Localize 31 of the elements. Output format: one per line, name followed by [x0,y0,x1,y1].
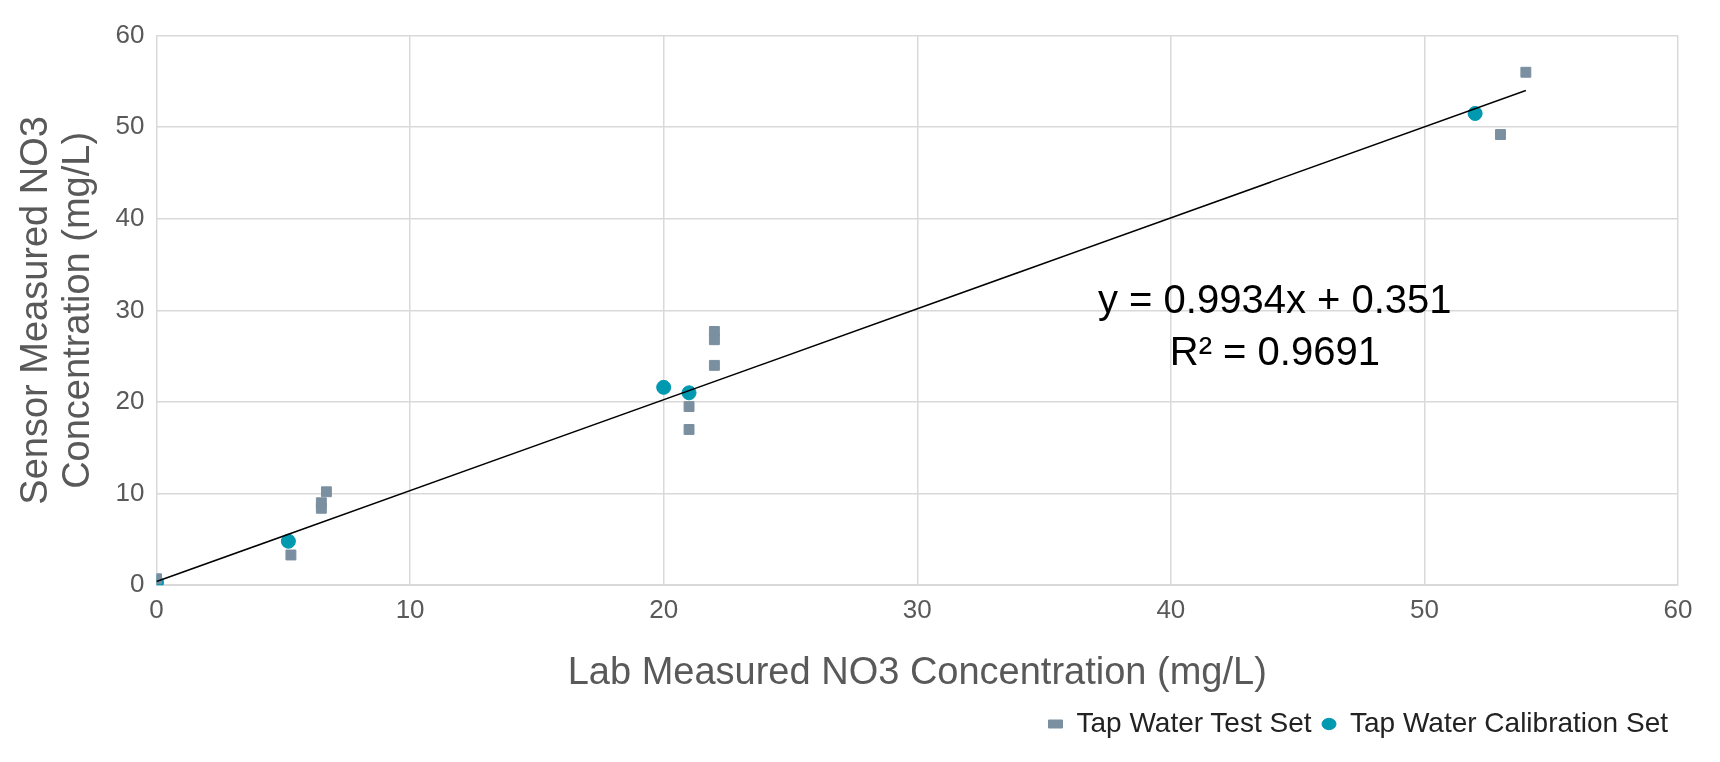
x-axis-title: Lab Measured NO3 Concentration (mg/L) [567,649,1267,692]
x-tick-label: 10 [395,593,425,624]
y-tick-label: 60 [115,18,145,49]
y-tick-label: 50 [115,110,145,141]
point [280,533,296,549]
x-tick-label: 20 [649,593,679,624]
y-tick-label: 30 [115,293,145,324]
point [285,549,297,561]
point [315,497,327,509]
x-tick-label: 30 [902,593,932,624]
point [708,326,720,337]
point [683,424,695,435]
legend-label: Tap Water Test Set [1076,706,1312,738]
point [683,401,695,413]
y-tick-label: 10 [115,476,145,507]
point [656,379,672,395]
legend-label: Tap Water Calibration Set [1350,706,1669,738]
y-axis-title: Sensor Measured NO3 Concentration (mg/L) [13,116,98,505]
y-tick-label: 0 [130,568,145,599]
point [1495,129,1506,140]
x-tick-label: 60 [1663,593,1693,624]
point [1520,66,1532,78]
y-tick-label: 20 [115,385,145,416]
x-tick-label: 50 [1409,593,1439,624]
x-tick-label: 0 [149,593,164,624]
x-tick-label: 40 [1156,593,1186,624]
point [708,359,720,371]
annotation: y = 0.9934x + 0.351 [1098,277,1452,322]
annotation: R² = 0.9691 [1169,329,1380,374]
y-tick-label: 40 [115,201,145,232]
point [320,486,332,498]
